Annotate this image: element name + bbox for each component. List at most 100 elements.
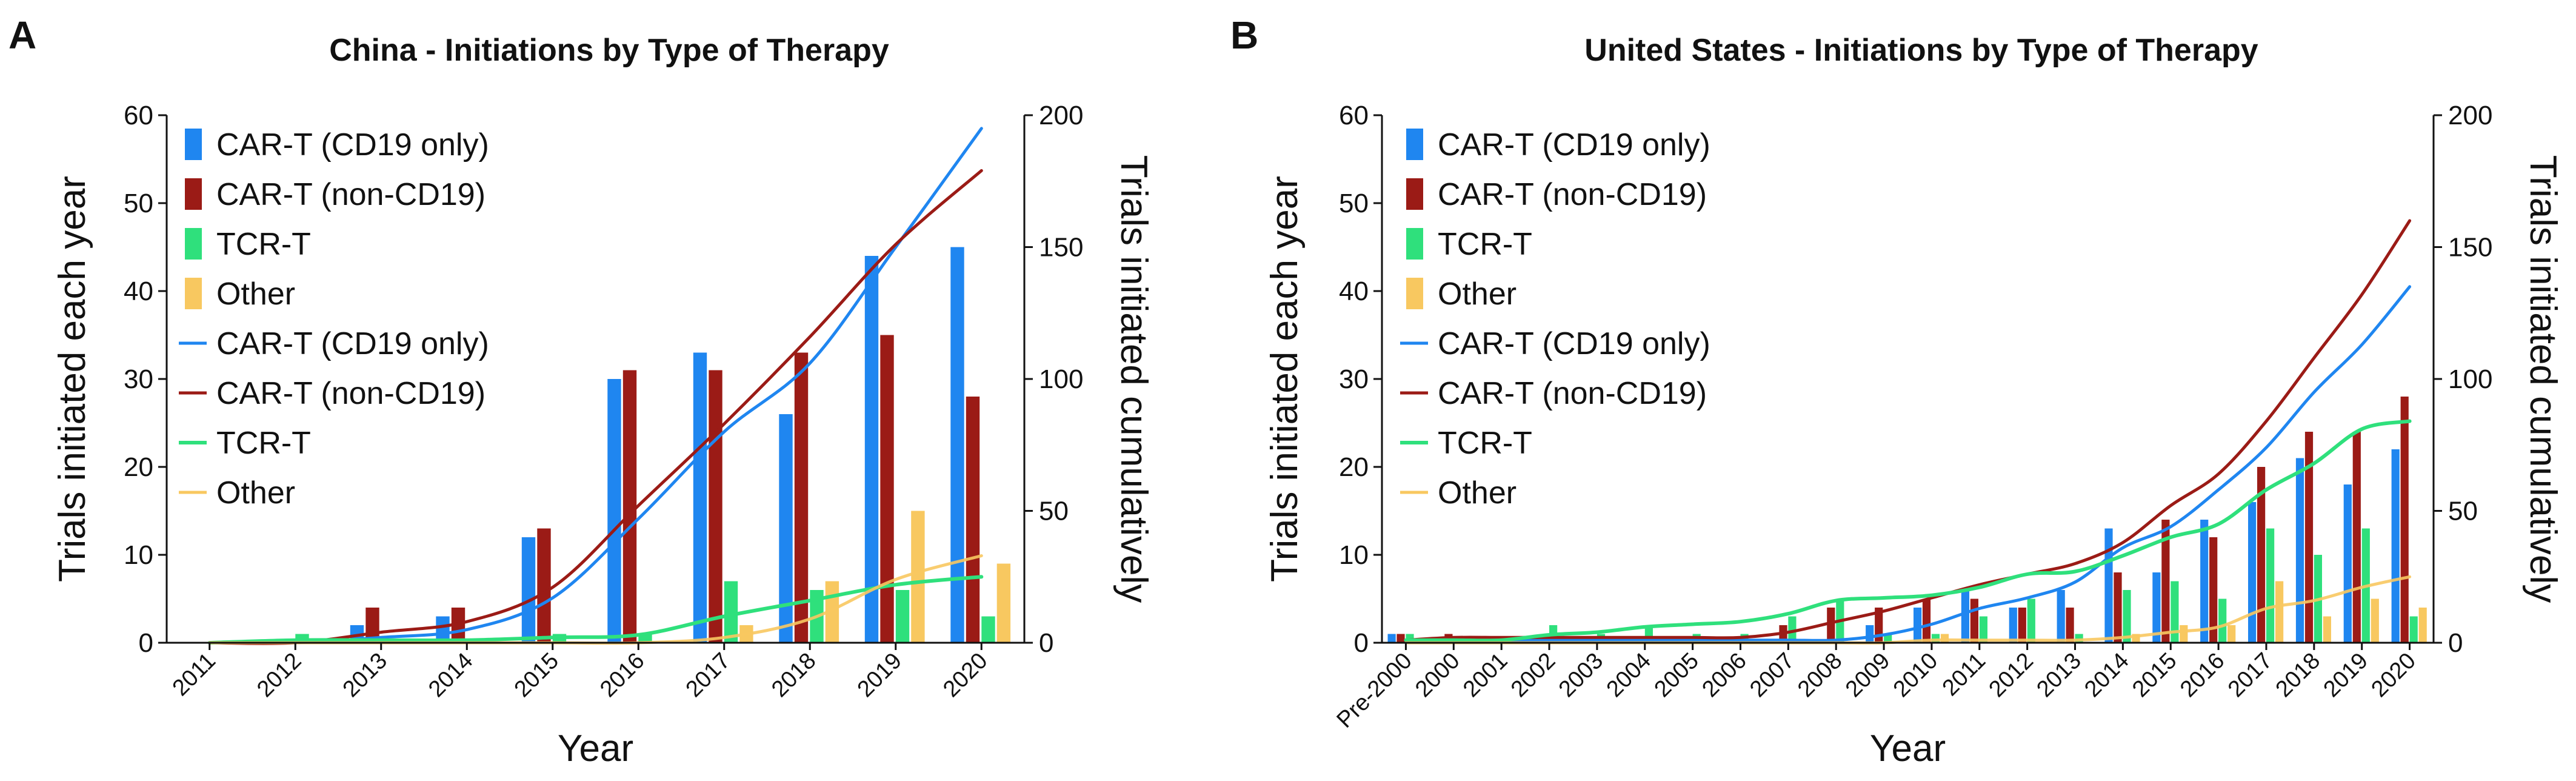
legend: CAR-T (CD19 only) CAR-T (non-CD19) TCR-T Ot… (179, 127, 489, 511)
x-tick-label: 2013 (2032, 648, 2086, 702)
x-tick-label: 2018 (2271, 648, 2325, 702)
x-tick-label: 2004 (1602, 648, 1656, 702)
bar (2295, 458, 2304, 643)
bar (864, 256, 879, 643)
x-tick-label: 2009 (1841, 648, 1895, 702)
x-tick-label: 2017 (681, 648, 735, 702)
x-tick-label: 2003 (1554, 648, 1608, 702)
x-tick-label: 2012 (1984, 648, 2038, 702)
y2-tick-label: 150 (1039, 233, 1083, 263)
bar (2400, 397, 2409, 643)
legend-swatch (1406, 278, 1423, 309)
legend-swatch (185, 278, 202, 309)
bar (1979, 616, 1987, 643)
bars (295, 247, 1011, 643)
y2-tick-label: 200 (1039, 101, 1083, 130)
bar (2114, 572, 2122, 643)
bar (950, 247, 964, 643)
legend-label: CAR-T (CD19 only) (216, 326, 489, 361)
bar (1922, 598, 1931, 643)
legend-label: Other (216, 475, 295, 511)
legend-label: CAR-T (non-CD19) (1438, 177, 1707, 212)
x-tick-label: 2017 (2223, 648, 2277, 702)
legend-label: CAR-T (CD19 only) (1438, 127, 1710, 163)
bar (2275, 581, 2284, 643)
y2-tick-label: 0 (1039, 628, 1053, 658)
bar (709, 370, 722, 643)
bar (2066, 608, 2074, 643)
legend-label: TCR-T (216, 227, 311, 262)
bar (2200, 520, 2209, 643)
x-tick-label: 2014 (424, 648, 478, 702)
legend-label: TCR-T (1438, 227, 1532, 262)
bar (911, 511, 925, 643)
panel-b-united-states: B United States - Initiations by Type of … (1230, 13, 2564, 769)
x-tick-label: 2001 (1458, 648, 1512, 702)
legend-swatch (1406, 178, 1423, 210)
x-tick-label: 2016 (2175, 648, 2229, 702)
legend-label: Other (1438, 475, 1517, 511)
y-axis-label: Trials initiated each year (1264, 176, 1306, 582)
chart-title: China - Initiations by Type of Therapy (329, 33, 889, 68)
x-tick-label: 2019 (853, 648, 907, 702)
panel-letter: B (1230, 13, 1258, 57)
x-tick-label: 2015 (510, 648, 564, 702)
x-tick-label: Pre-2000 (1332, 648, 1417, 733)
legend-swatch (1406, 228, 1423, 260)
x-tick-label: 2010 (1889, 648, 1943, 702)
legend-label: Other (1438, 277, 1517, 312)
y-tick-label: 0 (139, 628, 153, 658)
legend-label: CAR-T (non-CD19) (1438, 376, 1707, 411)
legend-label: CAR-T (non-CD19) (216, 376, 486, 411)
legend-swatch (185, 228, 202, 260)
x-tick-label: 2013 (338, 648, 392, 702)
y-tick-label: 0 (1354, 628, 1369, 658)
legend-label: CAR-T (CD19 only) (216, 127, 489, 163)
bar (1387, 634, 1396, 643)
bar (2304, 432, 2314, 643)
bar (724, 581, 738, 643)
panel-a-china: A China - Initiations by Type of Therapy 0… (8, 13, 1155, 769)
bar (521, 537, 536, 643)
bar (2027, 598, 2035, 643)
x-axis-label: Year (558, 728, 633, 769)
bar (2391, 449, 2400, 643)
bar (2018, 608, 2026, 643)
y2-tick-label: 0 (2448, 628, 2463, 658)
y-tick-label: 50 (124, 189, 153, 218)
bar (607, 379, 621, 643)
bar (1396, 634, 1405, 643)
y2-tick-label: 100 (1039, 364, 1083, 394)
bar (1961, 590, 1969, 643)
bar (436, 616, 450, 643)
bar (981, 616, 995, 643)
bar (2227, 625, 2236, 643)
x-tick-label: 2011 (168, 648, 221, 701)
legend-swatch (1406, 129, 1423, 160)
legend-label: TCR-T (1438, 426, 1532, 461)
bar (2371, 598, 2379, 643)
bar (2152, 572, 2161, 643)
cumulative-line (1404, 419, 2412, 643)
x-tick-label: 2020 (938, 648, 992, 702)
bar (779, 414, 793, 643)
bars (1387, 397, 2427, 643)
bar (1827, 608, 1835, 643)
legend: CAR-T (CD19 only) CAR-T (non-CD19) TCR-T Ot… (1400, 127, 1710, 511)
legend-label: CAR-T (non-CD19) (216, 177, 486, 212)
bar (2009, 608, 2017, 643)
cumulative-line (207, 575, 984, 645)
legend-label: TCR-T (216, 426, 311, 461)
legend-swatch (185, 129, 202, 160)
bar (2248, 502, 2257, 643)
bar (2123, 590, 2131, 643)
y2-axis-label: Trials initiated cumulatively (1113, 155, 1155, 603)
y2-tick-label: 150 (2448, 233, 2492, 263)
bar (2171, 581, 2179, 643)
y-tick-label: 20 (124, 452, 153, 482)
y-tick-label: 30 (1339, 364, 1369, 394)
x-tick-label: 2007 (1745, 648, 1799, 702)
y-tick-label: 40 (124, 277, 153, 306)
y2-tick-label: 50 (2448, 497, 2478, 526)
